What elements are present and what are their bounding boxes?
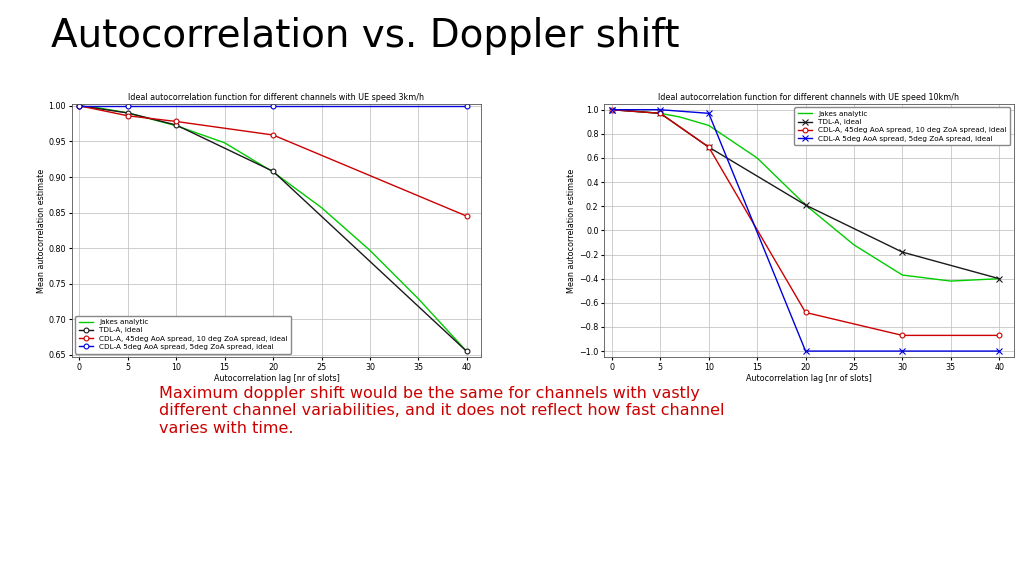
TDL-A, ideal bbox=[896, 249, 908, 256]
Jakes analytic bbox=[702, 122, 715, 129]
Jakes analytic bbox=[606, 106, 618, 113]
Line: CDL-A 5deg AoA spread, 5deg ZoA spread, ideal: CDL-A 5deg AoA spread, 5deg ZoA spread, … bbox=[609, 107, 1002, 354]
Line: CDL-A, 45deg AoA spread, 10 deg ZoA spread, ideal: CDL-A, 45deg AoA spread, 10 deg ZoA spre… bbox=[609, 107, 1001, 338]
CDL-A 5deg AoA spread, 5deg ZoA spread, ideal bbox=[654, 106, 667, 113]
CDL-A, 45deg AoA spread, 10 deg ZoA spread, ideal bbox=[606, 106, 618, 113]
Title: Ideal autocorrelation function for different channels with UE speed 3km/h: Ideal autocorrelation function for diffe… bbox=[128, 93, 425, 101]
TDL-A, ideal bbox=[800, 202, 812, 209]
TDL-A, ideal bbox=[267, 168, 280, 175]
TDL-A, ideal bbox=[993, 275, 1006, 282]
CDL-A, 45deg AoA spread, 10 deg ZoA spread, ideal bbox=[74, 103, 86, 109]
TDL-A, ideal bbox=[74, 103, 86, 109]
Jakes analytic bbox=[315, 204, 328, 211]
TDL-A, ideal bbox=[702, 143, 715, 150]
TDL-A, ideal bbox=[170, 122, 182, 128]
CDL-A, 45deg AoA spread, 10 deg ZoA spread, ideal bbox=[702, 143, 715, 150]
Jakes analytic bbox=[364, 247, 376, 254]
Text: Autocorrelation vs. Doppler shift: Autocorrelation vs. Doppler shift bbox=[51, 17, 680, 55]
Jakes analytic bbox=[848, 241, 860, 248]
CDL-A, 45deg AoA spread, 10 deg ZoA spread, ideal bbox=[654, 110, 667, 117]
CDL-A, 45deg AoA spread, 10 deg ZoA spread, ideal bbox=[896, 332, 908, 339]
Title: Ideal autocorrelation function for different channels with UE speed 10km/h: Ideal autocorrelation function for diffe… bbox=[658, 93, 959, 101]
CDL-A, 45deg AoA spread, 10 deg ZoA spread, ideal bbox=[993, 332, 1006, 339]
CDL-A 5deg AoA spread, 5deg ZoA spread, ideal bbox=[122, 103, 134, 109]
Line: CDL-A, 45deg AoA spread, 10 deg ZoA spread, ideal: CDL-A, 45deg AoA spread, 10 deg ZoA spre… bbox=[77, 103, 469, 219]
Jakes analytic bbox=[945, 278, 957, 285]
Jakes analytic bbox=[800, 202, 812, 209]
Line: Jakes analytic: Jakes analytic bbox=[612, 109, 999, 281]
CDL-A 5deg AoA spread, 5deg ZoA spread, ideal bbox=[267, 103, 280, 109]
CDL-A 5deg AoA spread, 5deg ZoA spread, ideal bbox=[606, 106, 618, 113]
Text: Maximum doppler shift would be the same for channels with vastly
different chann: Maximum doppler shift would be the same … bbox=[159, 386, 724, 435]
TDL-A, ideal bbox=[461, 348, 473, 355]
Legend: Jakes analytic, TDL-A, ideal, CDL-A, 45deg AoA spread, 10 deg ZoA spread, ideal,: Jakes analytic, TDL-A, ideal, CDL-A, 45d… bbox=[76, 316, 291, 354]
CDL-A 5deg AoA spread, 5deg ZoA spread, ideal bbox=[896, 348, 908, 355]
CDL-A 5deg AoA spread, 5deg ZoA spread, ideal bbox=[702, 110, 715, 117]
CDL-A, 45deg AoA spread, 10 deg ZoA spread, ideal bbox=[170, 118, 182, 125]
Jakes analytic bbox=[993, 275, 1006, 282]
Jakes analytic bbox=[751, 154, 763, 161]
CDL-A 5deg AoA spread, 5deg ZoA spread, ideal bbox=[461, 103, 473, 109]
TDL-A, ideal bbox=[654, 110, 667, 117]
TDL-A, ideal bbox=[606, 106, 618, 113]
Jakes analytic bbox=[74, 103, 86, 109]
CDL-A 5deg AoA spread, 5deg ZoA spread, ideal bbox=[800, 348, 812, 355]
Y-axis label: Mean autocorrelation estimate: Mean autocorrelation estimate bbox=[37, 168, 46, 293]
CDL-A 5deg AoA spread, 5deg ZoA spread, ideal bbox=[74, 103, 86, 109]
CDL-A, 45deg AoA spread, 10 deg ZoA spread, ideal bbox=[267, 131, 280, 138]
Jakes analytic bbox=[218, 139, 230, 146]
Jakes analytic bbox=[92, 104, 104, 111]
Jakes analytic bbox=[170, 122, 182, 129]
Line: Jakes analytic: Jakes analytic bbox=[80, 106, 467, 351]
Line: CDL-A 5deg AoA spread, 5deg ZoA spread, ideal: CDL-A 5deg AoA spread, 5deg ZoA spread, … bbox=[77, 103, 469, 108]
Y-axis label: Mean autocorrelation estimate: Mean autocorrelation estimate bbox=[567, 168, 577, 293]
CDL-A 5deg AoA spread, 5deg ZoA spread, ideal bbox=[993, 348, 1006, 355]
Jakes analytic bbox=[654, 110, 667, 117]
Jakes analytic bbox=[461, 348, 473, 355]
CDL-A, 45deg AoA spread, 10 deg ZoA spread, ideal bbox=[461, 213, 473, 219]
Jakes analytic bbox=[625, 108, 637, 115]
Jakes analytic bbox=[122, 109, 134, 116]
Line: TDL-A, ideal: TDL-A, ideal bbox=[609, 107, 1002, 282]
CDL-A, 45deg AoA spread, 10 deg ZoA spread, ideal bbox=[800, 309, 812, 316]
Jakes analytic bbox=[896, 272, 908, 279]
X-axis label: Autocorrelation lag [nr of slots]: Autocorrelation lag [nr of slots] bbox=[214, 374, 339, 384]
Jakes analytic bbox=[674, 113, 686, 120]
Jakes analytic bbox=[413, 295, 425, 302]
X-axis label: Autocorrelation lag [nr of slots]: Autocorrelation lag [nr of slots] bbox=[746, 374, 871, 384]
TDL-A, ideal bbox=[122, 109, 134, 116]
Line: TDL-A, ideal: TDL-A, ideal bbox=[77, 103, 469, 354]
Jakes analytic bbox=[267, 169, 280, 176]
Legend: Jakes analytic, TDL-A, ideal, CDL-A, 45deg AoA spread, 10 deg ZoA spread, ideal,: Jakes analytic, TDL-A, ideal, CDL-A, 45d… bbox=[795, 107, 1010, 145]
CDL-A, 45deg AoA spread, 10 deg ZoA spread, ideal bbox=[122, 112, 134, 119]
